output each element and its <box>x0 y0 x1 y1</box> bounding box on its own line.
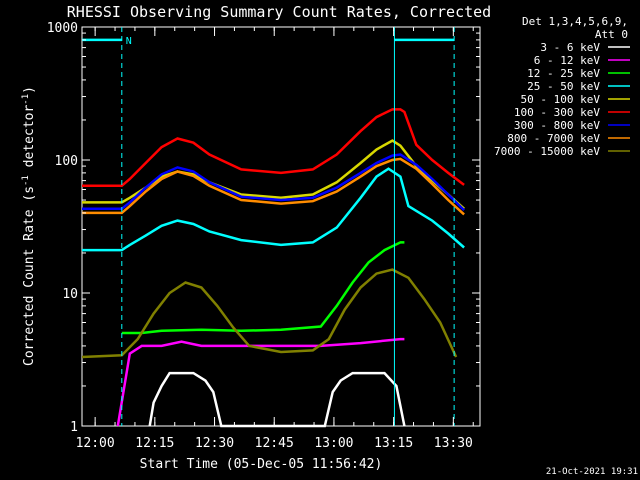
x-axis-label: Start Time (05-Dec-05 11:56:42) <box>140 457 383 472</box>
y-axis-label: Corrected Count Rate (s-1 detector-1) <box>21 86 37 366</box>
legend-header-line1: Det 1,3,4,5,6,9, <box>522 15 628 28</box>
series-line-800-7000-kev <box>82 157 465 216</box>
y-axis: 1 10 100 1000 <box>47 21 480 435</box>
legend-label: 3 - 6 keV <box>540 41 600 54</box>
legend-header-line2: Att 0 <box>595 28 628 41</box>
x-tick-label: 13:30 <box>434 436 473 451</box>
y-tick-label: 1000 <box>47 21 78 36</box>
y-tick-label: 1 <box>70 420 78 435</box>
legend-label: 50 - 100 keV <box>521 93 601 106</box>
legend-label: 300 - 800 keV <box>514 119 600 132</box>
series-line-100-300-kev <box>82 108 465 188</box>
series-line-12-25-kev <box>121 241 405 335</box>
x-tick-label: 13:00 <box>314 436 353 451</box>
legend-label: 6 - 12 keV <box>534 54 601 67</box>
attenuator-label: N <box>126 36 132 47</box>
series-line-3-6-kev <box>148 371 406 428</box>
series-line-25-50-kev <box>82 167 465 252</box>
x-axis: 12:00 12:15 12:30 12:45 13:00 13:15 13:30 <box>76 27 474 451</box>
x-tick-label: 12:15 <box>135 436 174 451</box>
legend-label: 7000 - 15000 keV <box>494 145 600 158</box>
x-tick-label: 12:45 <box>255 436 294 451</box>
legend-label: 12 - 25 keV <box>527 67 600 80</box>
x-tick-label: 13:15 <box>374 436 413 451</box>
legend-label: 800 - 7000 keV <box>507 132 600 145</box>
x-tick-label: 12:30 <box>195 436 234 451</box>
series-group <box>81 108 465 428</box>
attenuator-markers: N <box>82 27 455 426</box>
series-line-300-800-kev <box>82 153 465 211</box>
y-tick-label: 10 <box>62 287 78 302</box>
x-tick-label: 12:00 <box>76 436 115 451</box>
series-line-7000-15000-kev <box>81 268 458 359</box>
footer-date: 21-Oct-2021 19:31 <box>546 467 638 477</box>
chart-title: RHESSI Observing Summary Count Rates, Co… <box>67 3 491 21</box>
legend-label: 25 - 50 keV <box>527 80 600 93</box>
series-line-6-12-kev <box>116 337 405 427</box>
y-tick-label: 100 <box>55 154 78 169</box>
plot-area: N 1 10 100 1000 12:00 12:15 12:30 12:45 13:00 13… <box>47 21 481 451</box>
legend-label: 100 - 300 keV <box>514 106 600 119</box>
